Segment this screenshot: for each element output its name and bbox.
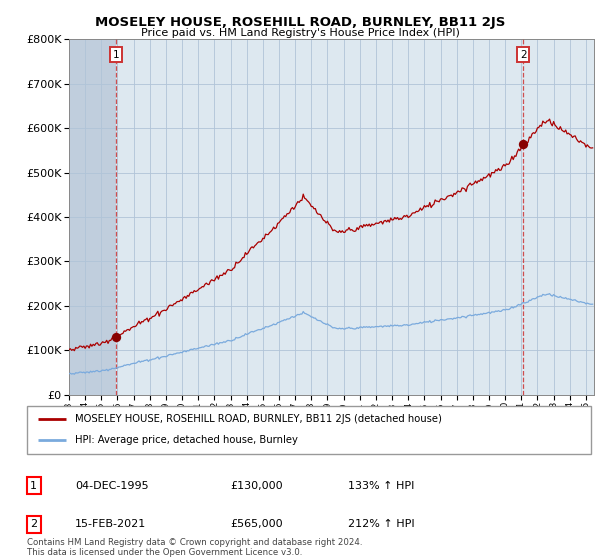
Point <box>112 333 121 342</box>
Text: 1: 1 <box>113 50 119 60</box>
Text: 212% ↑ HPI: 212% ↑ HPI <box>349 519 415 529</box>
Text: £130,000: £130,000 <box>230 481 283 491</box>
Text: 2: 2 <box>30 519 37 529</box>
Text: 133% ↑ HPI: 133% ↑ HPI <box>349 481 415 491</box>
Text: MOSELEY HOUSE, ROSEHILL ROAD, BURNLEY, BB11 2JS (detached house): MOSELEY HOUSE, ROSEHILL ROAD, BURNLEY, B… <box>75 414 442 424</box>
Text: 04-DEC-1995: 04-DEC-1995 <box>75 481 149 491</box>
Bar <box>69 39 116 395</box>
Point <box>518 139 528 148</box>
Text: £565,000: £565,000 <box>230 519 283 529</box>
Text: Contains HM Land Registry data © Crown copyright and database right 2024.
This d: Contains HM Land Registry data © Crown c… <box>27 538 362 557</box>
Text: Price paid vs. HM Land Registry's House Price Index (HPI): Price paid vs. HM Land Registry's House … <box>140 28 460 38</box>
Text: 15-FEB-2021: 15-FEB-2021 <box>75 519 146 529</box>
Text: MOSELEY HOUSE, ROSEHILL ROAD, BURNLEY, BB11 2JS: MOSELEY HOUSE, ROSEHILL ROAD, BURNLEY, B… <box>95 16 505 29</box>
Text: 2: 2 <box>520 50 527 60</box>
Text: 1: 1 <box>30 481 37 491</box>
Text: HPI: Average price, detached house, Burnley: HPI: Average price, detached house, Burn… <box>75 435 298 445</box>
